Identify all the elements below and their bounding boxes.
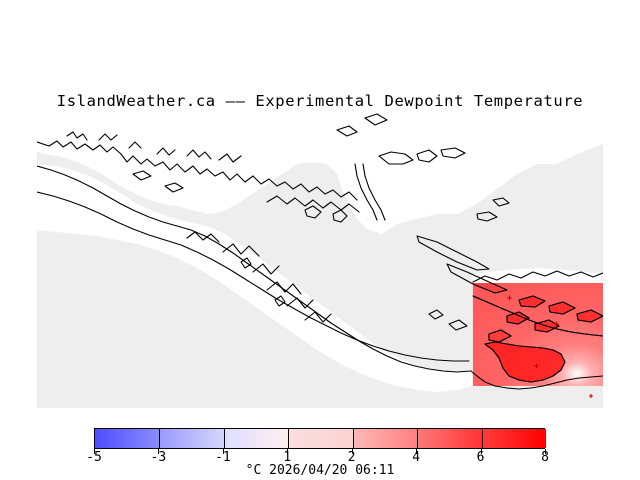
colorbar-tickmark	[222, 449, 224, 454]
coastline-overlay-group	[473, 283, 603, 383]
station-marker	[589, 394, 593, 398]
coastline-long-fjord-pair	[362, 163, 386, 221]
coastline-vancouver-island-east	[37, 191, 470, 362]
colorbar-tick-label: 6	[476, 450, 485, 465]
coastline-long-island-1	[416, 235, 490, 271]
coastline-strait-islet-1	[428, 309, 444, 320]
station-marker	[554, 321, 559, 327]
coastline-channel-island-3	[440, 147, 466, 159]
colorbar-divider	[352, 429, 354, 448]
coastline-offshore-islet-1	[132, 170, 152, 181]
coastline-inlet-system	[266, 195, 360, 213]
station-marker	[534, 363, 539, 369]
station-marker	[507, 295, 512, 301]
colorbar-tick-label: 1	[283, 450, 292, 465]
colorbar-segment	[288, 429, 353, 448]
colorbar-segment	[417, 429, 482, 448]
coastline-island-south-tip	[470, 370, 603, 390]
coastline-channel-island-2	[416, 149, 438, 163]
colorbar-tickmark	[351, 449, 353, 454]
coastline-long-fjord	[354, 163, 378, 221]
coastline-west-sound-4	[266, 281, 302, 295]
colorbar-tickmark	[545, 449, 546, 454]
colorbar-tick-label: -5	[86, 450, 102, 465]
coastline-se-mainland	[472, 270, 603, 283]
coastline-fjord-detail-6	[218, 153, 242, 163]
colorbar-segment	[159, 429, 224, 448]
colorbar-tick-label: 4	[412, 450, 421, 465]
coastline-fjord-detail-1	[66, 131, 88, 141]
coastline-fjord-detail-4	[156, 147, 176, 156]
coastline-west-sound-3	[252, 263, 280, 275]
station-marker-group	[507, 295, 593, 398]
colorbar-tick-label: 8	[541, 450, 549, 465]
coastline-north-mainland	[37, 140, 231, 181]
colorbar-tickmark	[287, 449, 289, 454]
colorbar-segment	[95, 429, 160, 448]
colorbar-divider	[223, 429, 225, 448]
coastline-islet-1	[476, 211, 498, 222]
coastline-sound-hook-1	[240, 257, 252, 269]
coastline-west-sound-1	[186, 231, 220, 243]
coastline-west-sound-5	[286, 297, 314, 309]
coastline-interior-lake-2	[332, 209, 348, 223]
coastline-strait-islet-2	[448, 319, 468, 331]
coastline-fjord-detail-2	[98, 133, 118, 141]
colorbar-tickmark	[158, 449, 160, 454]
coastline-west-sound-2	[222, 243, 260, 257]
coastline-interior-lake-1	[304, 205, 322, 219]
coastline-fjord-detail-5	[186, 149, 212, 160]
map-canvas	[37, 14, 603, 408]
map-panel	[37, 14, 603, 408]
colorbar-segment	[352, 429, 418, 448]
coastline-islet-2	[492, 197, 510, 207]
coastline-fjord-detail-3	[128, 141, 142, 149]
colorbar-tick-label: -3	[150, 450, 167, 465]
colorbar-divider	[417, 429, 419, 448]
coastline-islet-3	[336, 125, 358, 137]
colorbar-caption: °C 2026/04/20 06:11	[245, 463, 395, 478]
colorbar-divider	[159, 429, 161, 448]
coastline-channel-island-1	[378, 151, 414, 165]
colorbar-gradient-bar	[94, 428, 546, 449]
coastline-islet-4	[364, 113, 388, 126]
colorbar-tickmark	[94, 449, 95, 454]
colorbar-segment	[223, 429, 289, 448]
colorbar-segment	[481, 429, 546, 448]
coastline-central-mainland	[229, 173, 358, 201]
page-title: IslandWeather.ca —— Experimental Dewpoin…	[56, 92, 584, 110]
vancouver-island-landmass	[37, 164, 473, 392]
colorbar-tickmark	[480, 449, 482, 454]
colorbar-tickmark	[416, 449, 418, 454]
coastline-offshore-islet-2	[164, 182, 184, 193]
colorbar-divider	[481, 429, 483, 448]
dewpoint-colorbar[interactable]	[94, 428, 546, 454]
colorbar-tick-label: 2	[347, 450, 356, 465]
colorbar-tick-label: -1	[215, 450, 231, 465]
mainland-landmass	[37, 14, 603, 234]
coastline-sound-hook-2	[274, 295, 286, 307]
coastline-west-sound-6	[304, 311, 332, 323]
coastline-vancouver-island-west	[37, 165, 472, 373]
colorbar-divider	[288, 429, 290, 448]
